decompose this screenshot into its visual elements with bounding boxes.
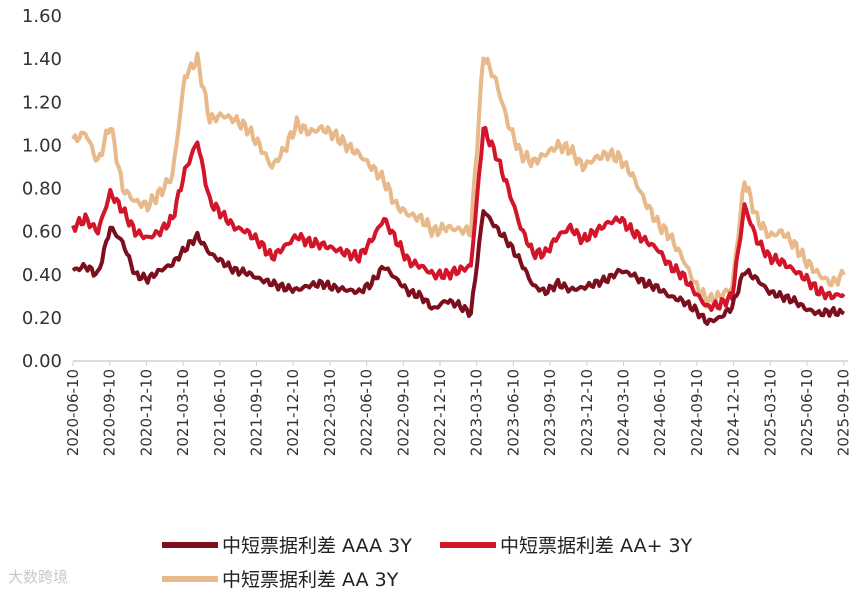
x-tick-label: 2025-09-10 <box>835 369 853 456</box>
x-axis-ticks: 2020-06-10 2020-09-10 2020-12-10 2021-03-10… <box>64 361 853 456</box>
series-lines <box>71 51 846 326</box>
x-tick-label: 2024-03-10 <box>615 369 633 456</box>
x-tick-label: 2023-09-10 <box>541 369 559 456</box>
x-tick-label: 2024-06-10 <box>651 369 669 456</box>
series-line-aaplus <box>71 125 846 312</box>
legend-item-aa: 中短票据利差 AA 3Y <box>162 569 399 591</box>
x-tick-label: 2025-06-10 <box>798 369 816 456</box>
x-tick-label: 2023-12-10 <box>578 369 596 456</box>
y-tick-label: 0.00 <box>22 351 62 372</box>
y-axis-ticks: 0.00 0.20 0.40 0.60 0.80 1.00 1.20 1.40 1.60 <box>22 6 62 372</box>
x-tick-label: 2020-09-10 <box>101 369 119 456</box>
x-tick-label: 2021-06-10 <box>211 369 229 456</box>
y-tick-label: 0.80 <box>22 179 62 200</box>
legend-label-aa: 中短票据利差 AA 3Y <box>222 569 399 591</box>
x-tick-label: 2022-12-10 <box>431 369 449 456</box>
x-tick-label: 2023-03-10 <box>468 369 486 456</box>
y-tick-label: 0.20 <box>22 308 62 329</box>
x-tick-label: 2021-12-10 <box>284 369 302 456</box>
x-tick-label: 2020-06-10 <box>64 369 82 456</box>
legend-item-aaa: 中短票据利差 AAA 3Y <box>162 535 412 557</box>
x-tick-label: 2020-12-10 <box>137 369 155 456</box>
x-tick-label: 2021-03-10 <box>174 369 192 456</box>
x-tick-label: 2025-03-10 <box>761 369 779 456</box>
x-tick-label: 2022-09-10 <box>394 369 412 456</box>
y-tick-label: 1.60 <box>22 6 62 27</box>
x-tick-label: 2024-09-10 <box>688 369 706 456</box>
legend-label-aaa: 中短票据利差 AAA 3Y <box>222 535 412 557</box>
x-tick-label: 2022-03-10 <box>321 369 339 456</box>
series-line-aaa <box>71 209 846 326</box>
watermark: 大数跨境 <box>8 568 69 586</box>
y-tick-label: 0.40 <box>22 265 62 286</box>
x-tick-label: 2023-06-10 <box>504 369 522 456</box>
legend-label-aaplus: 中短票据利差 AA+ 3Y <box>500 535 693 557</box>
x-tick-label: 2021-09-10 <box>248 369 266 456</box>
y-tick-label: 1.00 <box>22 135 62 156</box>
legend: 中短票据利差 AAA 3Y 中短票据利差 AA+ 3Y 中短票据利差 AA 3Y <box>162 535 693 591</box>
y-tick-label: 1.20 <box>22 92 62 113</box>
y-tick-label: 1.40 <box>22 49 62 70</box>
x-tick-label: 2024-12-10 <box>725 369 743 456</box>
legend-item-aaplus: 中短票据利差 AA+ 3Y <box>440 535 693 557</box>
y-tick-label: 0.60 <box>22 222 62 243</box>
x-tick-label: 2022-06-10 <box>358 369 376 456</box>
